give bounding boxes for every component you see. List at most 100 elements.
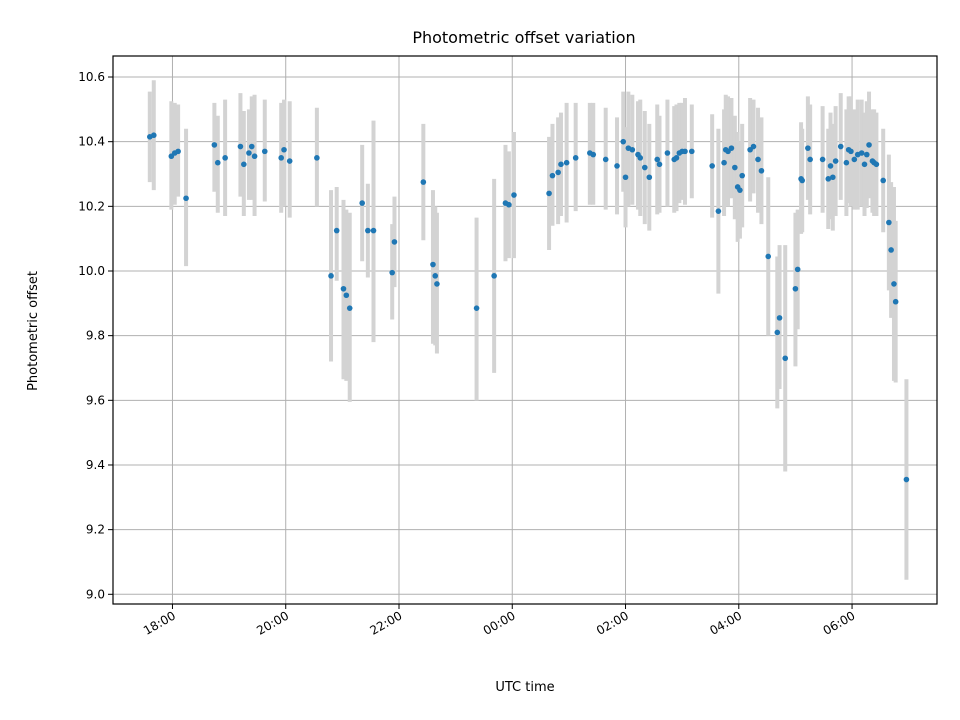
data-point <box>340 285 347 292</box>
data-point <box>782 355 789 362</box>
data-point <box>873 161 880 168</box>
data-point <box>506 201 512 208</box>
data-point <box>622 174 629 181</box>
data-point <box>709 163 715 169</box>
data-point <box>799 177 806 184</box>
data-point <box>563 159 570 166</box>
data-point <box>286 158 293 164</box>
data-point <box>432 273 439 279</box>
y-tick-label: 10.0 <box>78 264 105 278</box>
x-axis-label: UTC time <box>495 680 554 695</box>
data-point <box>732 164 738 171</box>
data-point <box>491 273 497 279</box>
data-point <box>805 145 811 151</box>
data-point <box>620 138 627 145</box>
data-point <box>549 172 556 179</box>
data-point <box>175 148 181 155</box>
data-point <box>473 305 480 311</box>
data-point <box>843 159 850 166</box>
data-point <box>851 156 858 163</box>
data-point <box>682 148 688 155</box>
data-point <box>281 146 287 153</box>
data-point <box>891 281 897 287</box>
y-axis-label: Photometric offset <box>26 271 41 391</box>
data-point <box>370 227 377 234</box>
data-point <box>866 142 872 148</box>
data-point <box>511 192 517 198</box>
data-point <box>728 145 735 151</box>
data-point <box>314 155 320 161</box>
data-point <box>880 177 886 184</box>
data-point <box>546 190 552 197</box>
data-point <box>572 155 579 161</box>
chart-title: Photometric offset variation <box>412 28 635 47</box>
y-tick-label: 10.6 <box>78 70 105 84</box>
data-point <box>365 227 371 234</box>
data-point <box>391 239 398 245</box>
data-point <box>863 151 870 158</box>
data-point <box>211 142 218 148</box>
data-point <box>673 155 680 161</box>
data-point <box>774 329 781 336</box>
data-point <box>359 200 365 206</box>
data-point <box>590 151 597 158</box>
y-tick-label: 9.4 <box>86 458 105 472</box>
data-point <box>214 159 221 166</box>
data-point <box>641 164 648 171</box>
plot-frame <box>112 55 938 605</box>
data-point <box>328 273 334 279</box>
data-point <box>688 148 695 155</box>
data-point <box>637 155 644 161</box>
data-point <box>827 163 834 169</box>
data-point <box>832 158 839 164</box>
data-point <box>892 298 899 305</box>
y-tick-label: 10.4 <box>78 135 105 149</box>
data-point <box>248 143 255 150</box>
data-point <box>333 227 340 234</box>
data-point <box>825 176 832 182</box>
data-point <box>792 285 799 292</box>
data-point <box>420 179 427 185</box>
data-point <box>903 476 910 483</box>
y-tick-label: 9.2 <box>86 523 105 537</box>
data-point <box>430 261 436 268</box>
data-point <box>602 156 609 163</box>
data-point <box>861 161 868 168</box>
data-point <box>251 153 258 160</box>
data-point <box>646 174 653 181</box>
data-point <box>241 161 247 168</box>
data-point <box>807 156 813 163</box>
data-point <box>829 174 836 181</box>
data-point <box>278 155 284 161</box>
data-point <box>654 156 661 163</box>
data-point <box>389 269 395 276</box>
data-point <box>261 148 268 155</box>
data-point <box>555 169 561 176</box>
data-point <box>721 159 727 166</box>
y-tick-label: 9.0 <box>86 587 105 601</box>
data-point <box>888 247 894 253</box>
data-point <box>664 150 671 156</box>
data-point <box>183 195 189 202</box>
y-tick-label: 9.6 <box>86 393 105 407</box>
data-point <box>346 305 353 311</box>
data-point <box>222 155 228 161</box>
data-point <box>629 146 636 153</box>
data-point <box>794 266 801 273</box>
data-point <box>614 163 620 169</box>
data-point <box>837 143 844 150</box>
data-point <box>755 156 761 163</box>
data-point <box>886 219 892 226</box>
y-tick-label: 9.8 <box>86 329 105 343</box>
y-axis-ticks: 9.0 9.2 9.4 9.6 9.8 10.0 10.2 10.4 10.6 <box>78 70 113 601</box>
data-point <box>715 208 722 214</box>
data-point <box>737 187 743 193</box>
data-point <box>776 315 783 321</box>
data-point <box>765 253 772 260</box>
data-point <box>656 161 663 168</box>
data-point <box>150 132 157 139</box>
data-point <box>739 172 745 179</box>
data-point <box>434 281 440 287</box>
